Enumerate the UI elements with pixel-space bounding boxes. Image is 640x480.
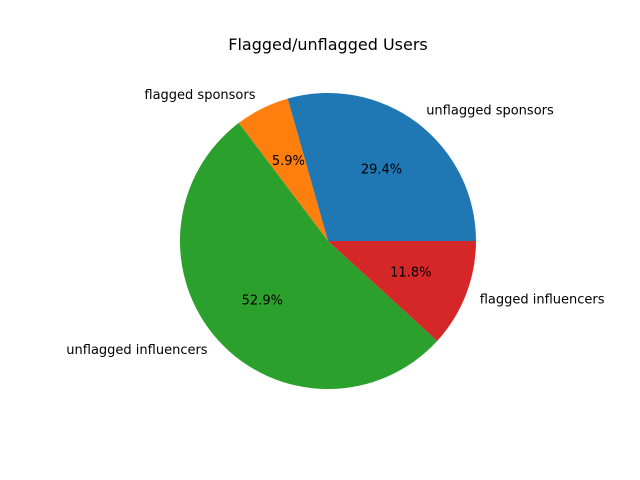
slice-label: flagged influencers (480, 293, 605, 308)
chart-title: Flagged/unflagged Users (228, 35, 428, 54)
percent-label: 29.4% (361, 163, 402, 178)
pie-slice-flagged-sponsors (238, 98, 328, 242)
pie-slice-unflagged-influencers (179, 122, 438, 390)
slice-label: unflagged influencers (66, 343, 208, 358)
pie-slice-unflagged-sponsors (287, 92, 476, 242)
pie-slices (179, 92, 476, 390)
slice-label: flagged sponsors (144, 88, 255, 103)
percent-label: 52.9% (242, 293, 283, 308)
percent-label: 11.8% (390, 266, 431, 281)
pie-labels: unflagged sponsors 29.4% flagged sponsors 5… (66, 88, 604, 358)
slice-label: unflagged sponsors (426, 104, 554, 119)
percent-label: 5.9% (272, 154, 305, 169)
pie-slice-flagged-influencers (328, 241, 476, 341)
